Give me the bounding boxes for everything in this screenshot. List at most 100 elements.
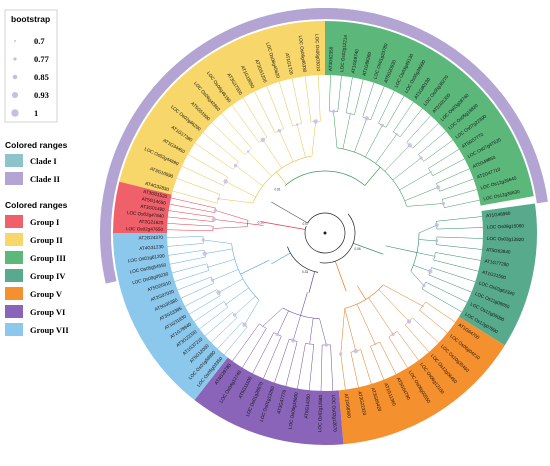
- bootstrap-dot: [441, 201, 446, 206]
- branch: [304, 212, 346, 254]
- bootstrap-dot: [339, 352, 343, 356]
- branch: [262, 139, 282, 169]
- branch-length-label: 0.07: [302, 222, 308, 226]
- branch: [362, 82, 375, 118]
- bootstrap-dot: [419, 156, 423, 160]
- branch: [279, 130, 294, 162]
- branch: [378, 289, 410, 322]
- branch: [194, 301, 225, 322]
- branch: [439, 178, 474, 192]
- branch: [436, 236, 483, 239]
- leaf-label: AT1G48960: [486, 211, 511, 219]
- leaf-label: LOC Os06g46330: [298, 35, 308, 73]
- branch: [218, 278, 244, 293]
- group-v-swatch: [5, 287, 23, 300]
- branch: [277, 310, 289, 335]
- branch: [169, 203, 215, 213]
- clade-ii-swatch: [5, 172, 23, 185]
- branch: [375, 134, 397, 164]
- branch: [436, 216, 483, 222]
- bootstrap-dot: [216, 290, 221, 295]
- branch: [207, 259, 235, 268]
- clade-ring: [99, 8, 548, 284]
- bootstrap-dot: [223, 179, 228, 184]
- branch: [357, 285, 367, 300]
- branch: [213, 219, 248, 224]
- branch: [309, 318, 314, 344]
- branch: [225, 287, 249, 305]
- branch: [385, 245, 418, 253]
- branch: [436, 244, 483, 250]
- bootstrap-dot: [290, 338, 296, 343]
- bootstrap-dot-icon: [12, 74, 18, 80]
- branch: [319, 213, 356, 264]
- bootstrap-dot: [429, 170, 432, 174]
- branch: [262, 307, 283, 327]
- branch: [318, 75, 321, 122]
- bootstrap-dot: [246, 150, 250, 153]
- leaf-label: AT3G47770: [276, 389, 287, 414]
- branch: [397, 331, 419, 361]
- branch: [244, 299, 260, 325]
- bootstrap-dot: [349, 112, 352, 115]
- branch: [187, 154, 228, 178]
- bootstrap-dot: [406, 319, 412, 324]
- branch: [240, 259, 270, 275]
- branch: [433, 259, 479, 272]
- bootstrap-legend-label: 0.7: [34, 36, 45, 46]
- bootstrap-dot: [213, 208, 218, 213]
- branch: [204, 248, 233, 254]
- branch: [170, 197, 216, 209]
- group-iv-label: Group IV: [30, 271, 66, 281]
- branch: [167, 229, 214, 231]
- branch: [432, 158, 465, 176]
- branch: [410, 232, 420, 272]
- bootstrap-dot: [210, 278, 215, 282]
- branch: [242, 97, 268, 138]
- group-i-swatch: [5, 215, 23, 228]
- branch: [167, 223, 214, 227]
- branch: [418, 224, 437, 234]
- leaf-label: AT1G1720: [284, 53, 294, 76]
- clade-ii-label: Clade II: [30, 174, 61, 184]
- branch: [308, 344, 315, 391]
- branch: [345, 77, 353, 113]
- branch: [254, 91, 276, 133]
- leaf-label: AT5G14350: [304, 393, 311, 418]
- branch: [170, 256, 206, 265]
- leaf-label: AT1G68300: [344, 393, 352, 418]
- branch: [297, 343, 306, 389]
- branch: [436, 168, 470, 184]
- leaf-label: AT3G01490: [140, 204, 165, 212]
- bootstrap-dot-icon: [13, 57, 17, 61]
- bootstrap-dot: [395, 133, 398, 136]
- group-ii-swatch: [5, 233, 23, 246]
- bootstrap-dot: [428, 269, 433, 274]
- branch: [172, 190, 218, 204]
- branch: [419, 309, 448, 334]
- group-legend-title: Colored ranges: [5, 200, 68, 210]
- bootstrap-dot: [242, 322, 247, 327]
- branch: [246, 220, 249, 227]
- branch: [353, 242, 384, 255]
- bootstrap-dot: [201, 238, 205, 242]
- branch: [203, 239, 232, 244]
- branch: [340, 308, 345, 355]
- bootstrap-dot: [434, 222, 439, 228]
- branch: [354, 79, 364, 115]
- branch: [340, 353, 346, 390]
- group-ii-sector: [118, 21, 325, 198]
- branch-length-label: 0.33: [302, 270, 308, 274]
- group-v-label: Group V: [30, 289, 63, 299]
- bootstrap-legend-box: [4, 9, 58, 123]
- branch: [212, 269, 239, 281]
- branch: [263, 221, 306, 230]
- branch: [399, 171, 431, 191]
- branch: [242, 328, 267, 368]
- branch: [418, 239, 437, 242]
- branch: [285, 341, 298, 387]
- branch: [231, 105, 260, 143]
- leaf-label: AT3G22320: [357, 391, 367, 416]
- branch: [211, 122, 245, 155]
- branch: [442, 189, 477, 200]
